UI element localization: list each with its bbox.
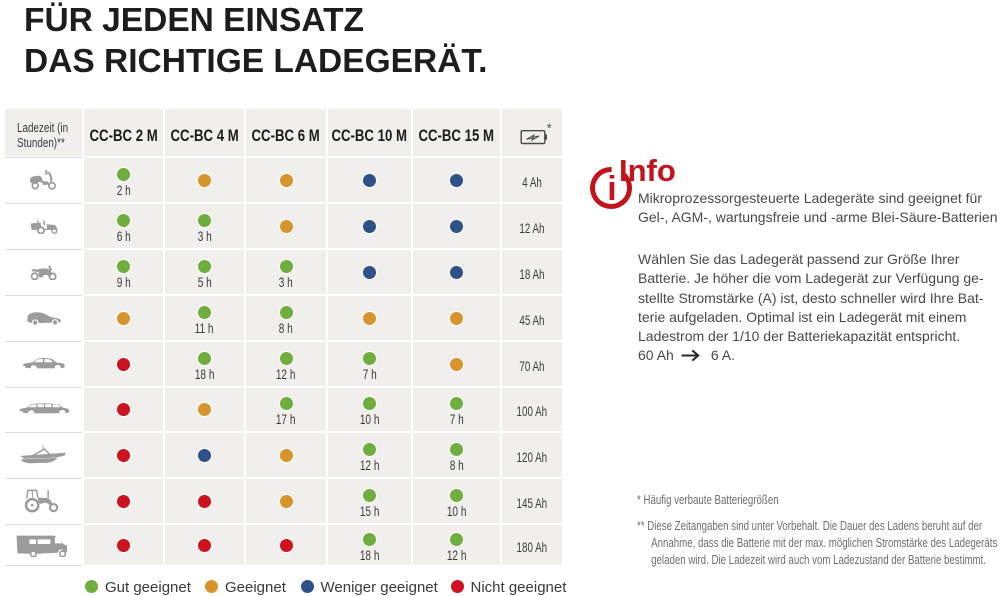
svg-text:*: * [547,120,552,135]
svg-text:i: i [607,170,616,208]
